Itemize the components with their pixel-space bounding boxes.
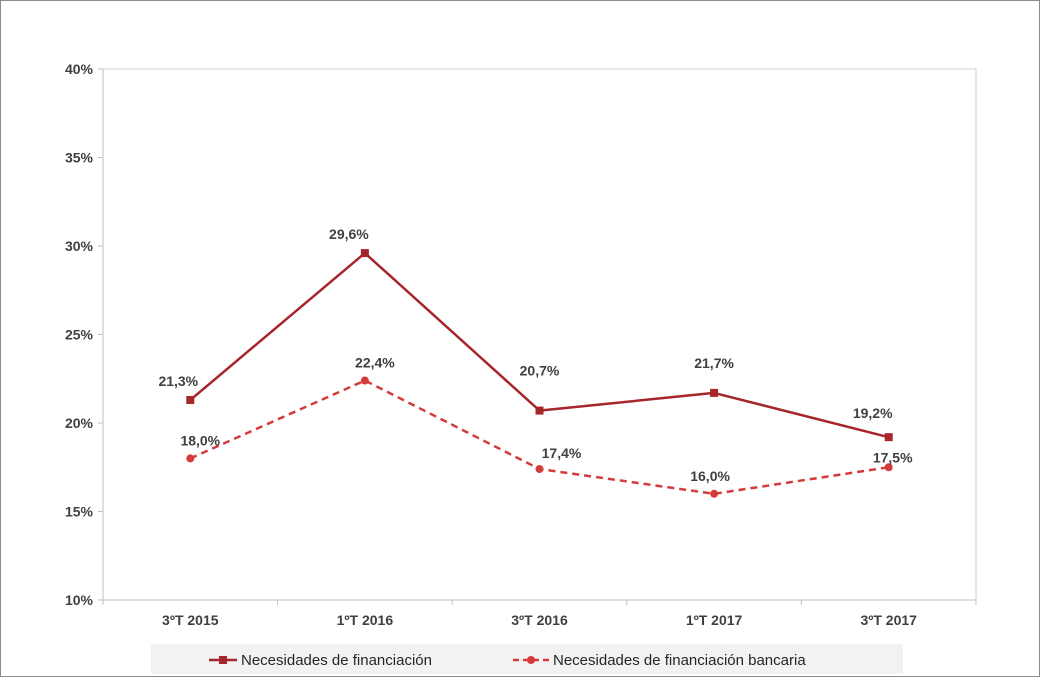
data-point-marker <box>535 465 544 474</box>
legend-marker-square <box>219 656 227 664</box>
y-tick-label: 30% <box>65 238 94 254</box>
data-point-marker <box>360 249 369 258</box>
data-point-marker <box>186 395 195 404</box>
x-tick-label: 3ºT 2016 <box>511 612 568 628</box>
x-tick-label: 3ºT 2017 <box>860 612 917 628</box>
legend-label-2: Necesidades de financiación bancaria <box>553 652 806 669</box>
legend-label-1: Necesidades de financiación <box>241 652 432 669</box>
data-label: 19,2% <box>853 405 893 421</box>
legend: Necesidades de financiación Necesidades d… <box>151 644 903 674</box>
data-point-marker <box>710 388 719 397</box>
data-label: 22,4% <box>355 355 395 371</box>
data-point-marker <box>360 376 369 385</box>
y-tick-label: 35% <box>65 150 94 166</box>
data-label: 18,0% <box>180 432 220 448</box>
x-tick-label: 3ºT 2015 <box>162 612 219 628</box>
data-label: 21,3% <box>158 373 198 389</box>
data-label: 21,7% <box>694 355 734 371</box>
data-point-marker <box>884 463 893 472</box>
data-point-marker <box>884 433 893 442</box>
x-tick-label: 1ºT 2016 <box>337 612 394 628</box>
data-point-marker <box>535 406 544 415</box>
data-point-marker <box>186 454 195 463</box>
y-tick-label: 15% <box>65 504 94 520</box>
data-label: 17,4% <box>542 445 582 461</box>
plot-area <box>102 68 977 601</box>
data-point-marker <box>710 489 719 498</box>
y-tick-label: 20% <box>65 415 94 431</box>
y-tick-label: 40% <box>65 61 94 77</box>
data-label: 16,0% <box>690 468 730 484</box>
legend-marker-circle <box>527 656 535 664</box>
data-label: 29,6% <box>329 226 369 242</box>
y-tick-label: 25% <box>65 327 94 343</box>
x-tick-label: 1ºT 2017 <box>686 612 743 628</box>
data-label: 17,5% <box>873 449 913 465</box>
y-tick-label: 10% <box>65 592 94 608</box>
data-label: 20,7% <box>520 363 560 379</box>
